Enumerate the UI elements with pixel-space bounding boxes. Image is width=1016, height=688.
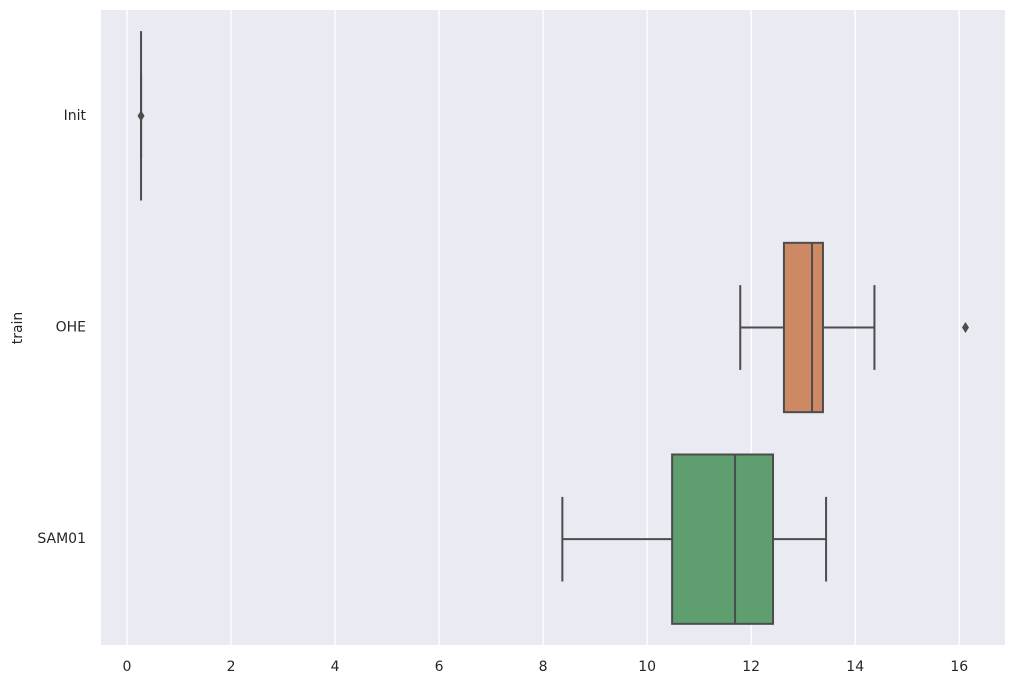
x-tick-label: 14 [846,659,864,675]
y-tick-label: SAM01 [37,531,86,547]
box [671,453,775,625]
outlier [961,322,969,333]
y-tick-label: OHE [56,320,86,336]
x-tick-label: 6 [435,659,444,675]
outlier [137,110,145,122]
x-tick-label: 8 [539,659,548,675]
x-tick-label: 2 [227,659,236,675]
box [782,241,824,414]
x-tick-label: 0 [123,659,132,675]
x-tick-label: 16 [950,659,968,675]
x-tick-label: 10 [638,659,656,675]
y-axis-label: train [10,312,26,345]
x-tick-label: 4 [331,659,340,675]
x-tick-label: 12 [742,659,760,675]
y-tick-label: Init [64,108,87,124]
